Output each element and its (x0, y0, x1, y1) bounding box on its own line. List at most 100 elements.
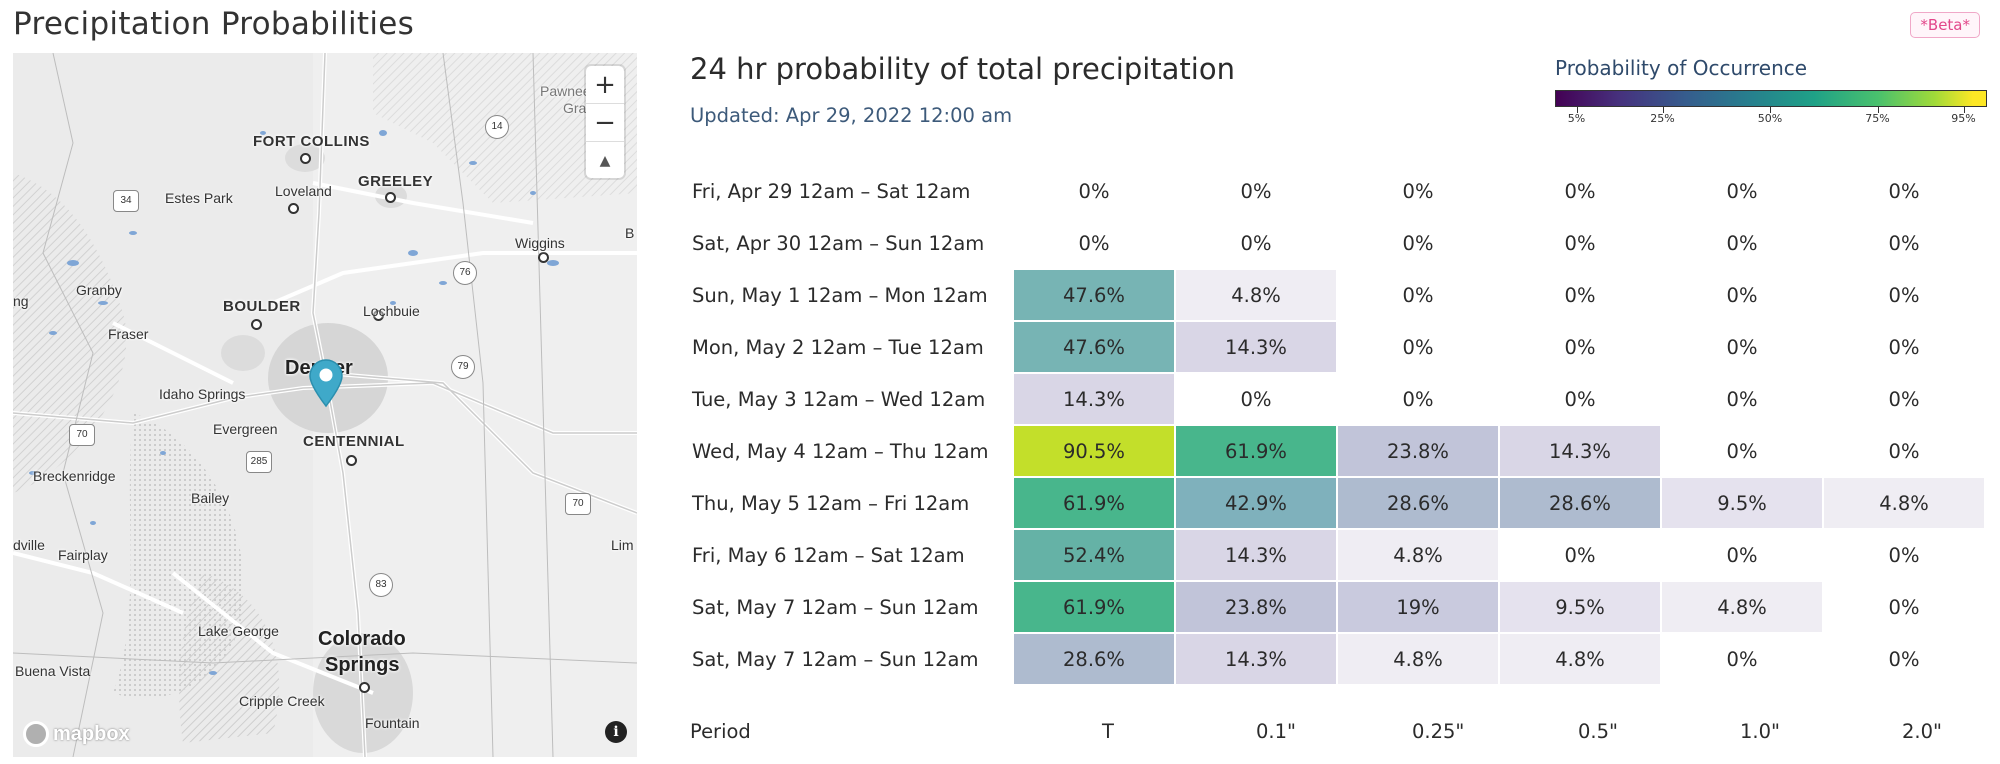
city-dot (359, 682, 370, 693)
map-label-bailey: Bailey (191, 490, 230, 506)
column-header-threshold: 2.0" (1902, 720, 1942, 743)
probability-cell: 0% (1726, 179, 1758, 203)
period-label: Fri, May 6 12am – Sat 12am (692, 543, 965, 567)
column-header-threshold: T (1102, 720, 1114, 743)
route-shield: 285 (246, 451, 272, 473)
table-row: Fri, May 6 12am – Sat 12am 52.4% 14.3% 4.8%… (692, 530, 1984, 580)
table-row: Sat, May 7 12am – Sun 12am 61.9% 23.8% 19% 9… (692, 582, 1984, 632)
probability-cell: 28.6% (1014, 634, 1174, 684)
probability-cell: 0% (1726, 231, 1758, 255)
beta-badge: *Beta* (1910, 12, 1980, 38)
period-label: Fri, Apr 29 12am – Sat 12am (692, 179, 971, 203)
legend-title: Probability of Occurrence (1555, 56, 1808, 80)
legend-tick (1877, 107, 1879, 113)
probability-cell: 19% (1338, 582, 1498, 632)
page-title: Precipitation Probabilities (13, 6, 415, 42)
probability-cell: 9.5% (1500, 582, 1660, 632)
route-shield: 14 (485, 115, 509, 139)
probability-cell: 23.8% (1338, 426, 1498, 476)
probability-legend: Probability of Occurrence 5% 25% 50% 75% 95% (1555, 56, 1987, 127)
probability-cell: 0% (1888, 543, 1920, 567)
legend-tick (1963, 107, 1965, 113)
table-row: Sun, May 1 12am – Mon 12am 47.6% 4.8% 0% 0% 0… (692, 270, 1984, 320)
zoom-out-button[interactable]: − (586, 104, 624, 142)
map-label-granby: Granby (76, 282, 122, 298)
probability-cell: 0% (1402, 231, 1434, 255)
table-row: Wed, May 4 12am – Thu 12am 90.5% 61.9% 23.8… (692, 426, 1984, 476)
probability-cell: 61.9% (1176, 426, 1336, 476)
map-label-fountain: Fountain (365, 715, 420, 731)
route-shield: 83 (369, 573, 393, 597)
map-label-estes-park: Estes Park (165, 190, 233, 206)
legend-tick (1576, 107, 1578, 113)
probability-cell: 0% (1402, 387, 1434, 411)
route-shield: 70 (69, 424, 95, 446)
map-label-fort-collins: FORT COLLINS (253, 133, 370, 150)
legend-tick-label: 5% (1567, 112, 1586, 125)
updated-timestamp: Updated: Apr 29, 2022 12:00 am (690, 104, 1013, 127)
route-shield: 79 (451, 355, 475, 379)
compass-button[interactable]: ▲ (586, 142, 624, 179)
legend-tick (1770, 107, 1771, 113)
probability-cell: 4.8% (1824, 478, 1984, 528)
probability-cell: 14.3% (1176, 634, 1336, 684)
probability-cell: 0% (1726, 387, 1758, 411)
probability-cell: 14.3% (1014, 374, 1174, 424)
city-dot (288, 203, 299, 214)
probability-cell: 0% (1726, 543, 1758, 567)
mapbox-logo[interactable]: mapbox (23, 721, 130, 747)
probability-cell: 0% (1402, 335, 1434, 359)
probability-cell: 4.8% (1500, 634, 1660, 684)
city-dot (300, 153, 311, 164)
attribution-info-button[interactable]: i (605, 721, 627, 743)
column-header-threshold: 0.25" (1412, 720, 1465, 743)
probability-cell: 61.9% (1014, 582, 1174, 632)
legend-ticks: 5% 25% 50% 75% 95% (1555, 107, 1985, 127)
map-label-evergreen: Evergreen (213, 421, 278, 437)
map-label-ng-edge: ng (13, 293, 29, 309)
probability-cell: 0% (1726, 283, 1758, 307)
map-label-colorado: Colorado (318, 628, 406, 650)
table-row: Tue, May 3 12am – Wed 12am 14.3% 0% 0% 0% 0% 0… (692, 374, 1984, 424)
probability-cell: 0% (1564, 283, 1596, 307)
probability-cell: 14.3% (1176, 530, 1336, 580)
panel-title: 24 hr probability of total precipitation (690, 52, 1235, 86)
map-label-lochbuie: Lochbuie (363, 303, 420, 319)
map-label-b-edge: B (625, 225, 635, 241)
route-shield: 70 (565, 493, 591, 515)
probability-cell: 47.6% (1014, 270, 1174, 320)
period-label: Thu, May 5 12am – Fri 12am (692, 491, 970, 515)
probability-cell: 0% (1726, 647, 1758, 671)
map-label-springs: Springs (325, 654, 400, 676)
column-header-period: Period (690, 720, 751, 743)
map-label-fraser: Fraser (108, 326, 149, 342)
city-dot (385, 192, 396, 203)
probability-cell: 0% (1888, 439, 1920, 463)
table-row: Mon, May 2 12am – Tue 12am 47.6% 14.3% 0% 0%… (692, 322, 1984, 372)
probability-cell: 4.8% (1338, 634, 1498, 684)
column-header-threshold: 0.5" (1578, 720, 1618, 743)
probability-cell: 0% (1564, 179, 1596, 203)
table-row: Thu, May 5 12am – Fri 12am 61.9% 42.9% 28.6… (692, 478, 1984, 528)
probability-cell: 61.9% (1014, 478, 1174, 528)
zoom-in-button[interactable]: + (586, 66, 624, 104)
legend-tick-label: 95% (1951, 112, 1976, 125)
route-shield: 34 (113, 190, 139, 212)
probability-cell: 4.8% (1176, 270, 1336, 320)
map-base-layer (13, 53, 637, 757)
probability-cell: 0% (1240, 179, 1272, 203)
mapbox-logo-text: mapbox (53, 722, 130, 745)
period-label: Wed, May 4 12am – Thu 12am (692, 439, 989, 463)
table-row: Sat, May 7 12am – Sun 12am 28.6% 14.3% 4.8%… (692, 634, 1984, 684)
probability-cell: 0% (1402, 179, 1434, 203)
probability-cell: 0% (1240, 231, 1272, 255)
map-label-greeley: GREELEY (358, 173, 434, 190)
city-dot (373, 310, 384, 321)
probability-cell: 0% (1240, 387, 1272, 411)
table-row: Sat, Apr 30 12am – Sun 12am 0% 0% 0% 0% 0% 0% (692, 218, 1984, 268)
location-pin-icon[interactable] (308, 358, 344, 408)
column-header-threshold: 0.1" (1256, 720, 1296, 743)
period-label: Sat, May 7 12am – Sun 12am (692, 595, 979, 619)
probability-cell: 0% (1564, 231, 1596, 255)
map[interactable]: FORT COLLINS GREELEY Estes Park Loveland… (13, 53, 637, 757)
